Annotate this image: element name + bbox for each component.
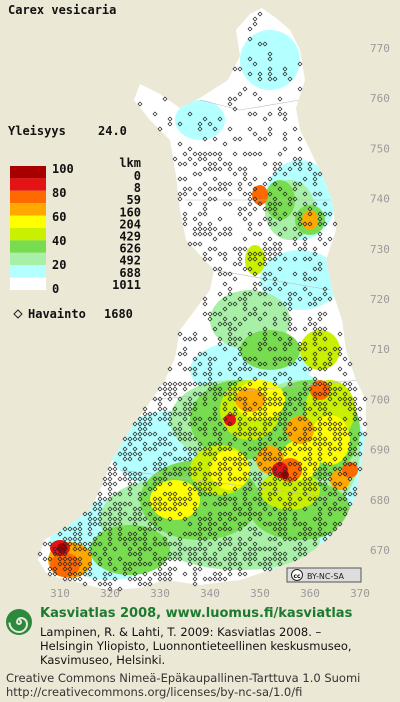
northing-label: 750 (370, 142, 390, 155)
frequency-cell (310, 415, 350, 465)
license-badge: cc BY-NC-SA (286, 567, 362, 583)
frequency-cell (240, 30, 300, 90)
easting-label: 330 (150, 587, 170, 600)
northing-label: 740 (370, 193, 390, 206)
northing-label: 670 (370, 544, 390, 557)
count-label: 626 (119, 242, 141, 256)
species-title: Carex vesicaria (8, 3, 116, 17)
observation-symbol (13, 309, 23, 319)
frequency-cell (235, 388, 265, 412)
frequency-cell (281, 471, 289, 479)
frequency-label: Yleisyys (8, 124, 66, 138)
count-label: 204 (119, 217, 141, 231)
observation-label: Havainto (28, 307, 86, 321)
scale-label: 100 (52, 162, 74, 176)
count-label: 429 (119, 230, 141, 244)
frequency-value: 24.0 (98, 124, 127, 138)
frequency-cell (245, 245, 265, 275)
count-label: 160 (119, 205, 141, 219)
scale-label: 20 (52, 258, 66, 272)
frequency-cell (175, 100, 225, 140)
scale-label: 60 (52, 210, 66, 224)
northing-label: 710 (370, 343, 390, 356)
frequency-cell (224, 414, 236, 426)
observation-count: 1680 (104, 307, 133, 321)
frequency-cell (342, 462, 358, 478)
count-label: 59 (127, 193, 141, 207)
easting-label: 340 (200, 587, 220, 600)
map (37, 8, 368, 592)
northing-label: 730 (370, 243, 390, 256)
frequency-cell (240, 330, 300, 370)
frequency-cell (260, 470, 320, 510)
legend-swatch (10, 240, 46, 253)
easting-label: 350 (250, 587, 270, 600)
legend-swatch (10, 166, 46, 179)
scale-label: 0 (52, 282, 59, 296)
citation-line: Kasvimuseo, Helsinki. (40, 653, 165, 667)
site-title: Kasviatlas 2008, www.luomus.fi/kasviatla… (40, 606, 353, 621)
count-label: 8 (134, 181, 141, 195)
legend-swatch (10, 203, 46, 216)
legend-swatch (10, 277, 46, 290)
frequency-cell (150, 480, 200, 520)
legend-swatch (10, 215, 46, 228)
observation-marks (37, 11, 368, 592)
frequency-cell (50, 553, 80, 577)
frequency-cell (210, 450, 250, 490)
northing-label: 690 (370, 444, 390, 457)
count-header: lkm (119, 156, 141, 170)
frequency-cell (300, 330, 340, 370)
legend-swatch (10, 265, 46, 278)
northing-label: 680 (370, 494, 390, 507)
northing-label: 700 (370, 393, 390, 406)
northing-label: 760 (370, 92, 390, 105)
scale-label: 80 (52, 186, 66, 200)
scale-label: 40 (52, 234, 66, 248)
boundary (119, 99, 361, 501)
frequency-cell (286, 416, 314, 444)
observations (37, 11, 368, 592)
legend-swatch (10, 252, 46, 266)
frequency-cell (57, 543, 67, 553)
count-label: 688 (119, 266, 141, 280)
citation-line: Lampinen, R. & Lahti, T. 2009: Kasviatla… (40, 625, 322, 639)
license-line: Creative Commons Nimeä-Epäkaupallinen-Ta… (6, 671, 360, 685)
cc-text: cc (293, 573, 301, 580)
frequency-cells (48, 30, 366, 580)
badge-text: BY-NC-SA (307, 572, 345, 581)
count-label: 492 (119, 254, 141, 268)
license-line: http://creativecommons.org/licenses/by-n… (6, 685, 302, 699)
frequency-cell (302, 210, 318, 230)
legend-swatch (10, 228, 46, 241)
count-label: 0 (134, 169, 141, 183)
logo-spiral (8, 616, 29, 634)
count-label: 1011 (112, 278, 141, 292)
frequency-cell (90, 525, 170, 575)
easting-label: 370 (350, 587, 370, 600)
easting-label: 310 (50, 587, 70, 600)
easting-label: 360 (300, 587, 320, 600)
easting-label: 320 (100, 587, 120, 600)
citation-line: Helsingin Yliopisto, Luonnontieteellinen… (40, 639, 352, 653)
frequency-cell (260, 250, 340, 310)
badge-box (286, 567, 362, 583)
frequency-cell (310, 380, 330, 400)
logo (6, 609, 32, 635)
cc-circle (291, 569, 303, 581)
legend-swatch (10, 190, 46, 204)
legend: 100806040200lkm0859160204429626492688101… (10, 156, 141, 296)
northing-label: 720 (370, 293, 390, 306)
legend-swatch (10, 178, 46, 191)
northing-label: 770 (370, 42, 390, 55)
